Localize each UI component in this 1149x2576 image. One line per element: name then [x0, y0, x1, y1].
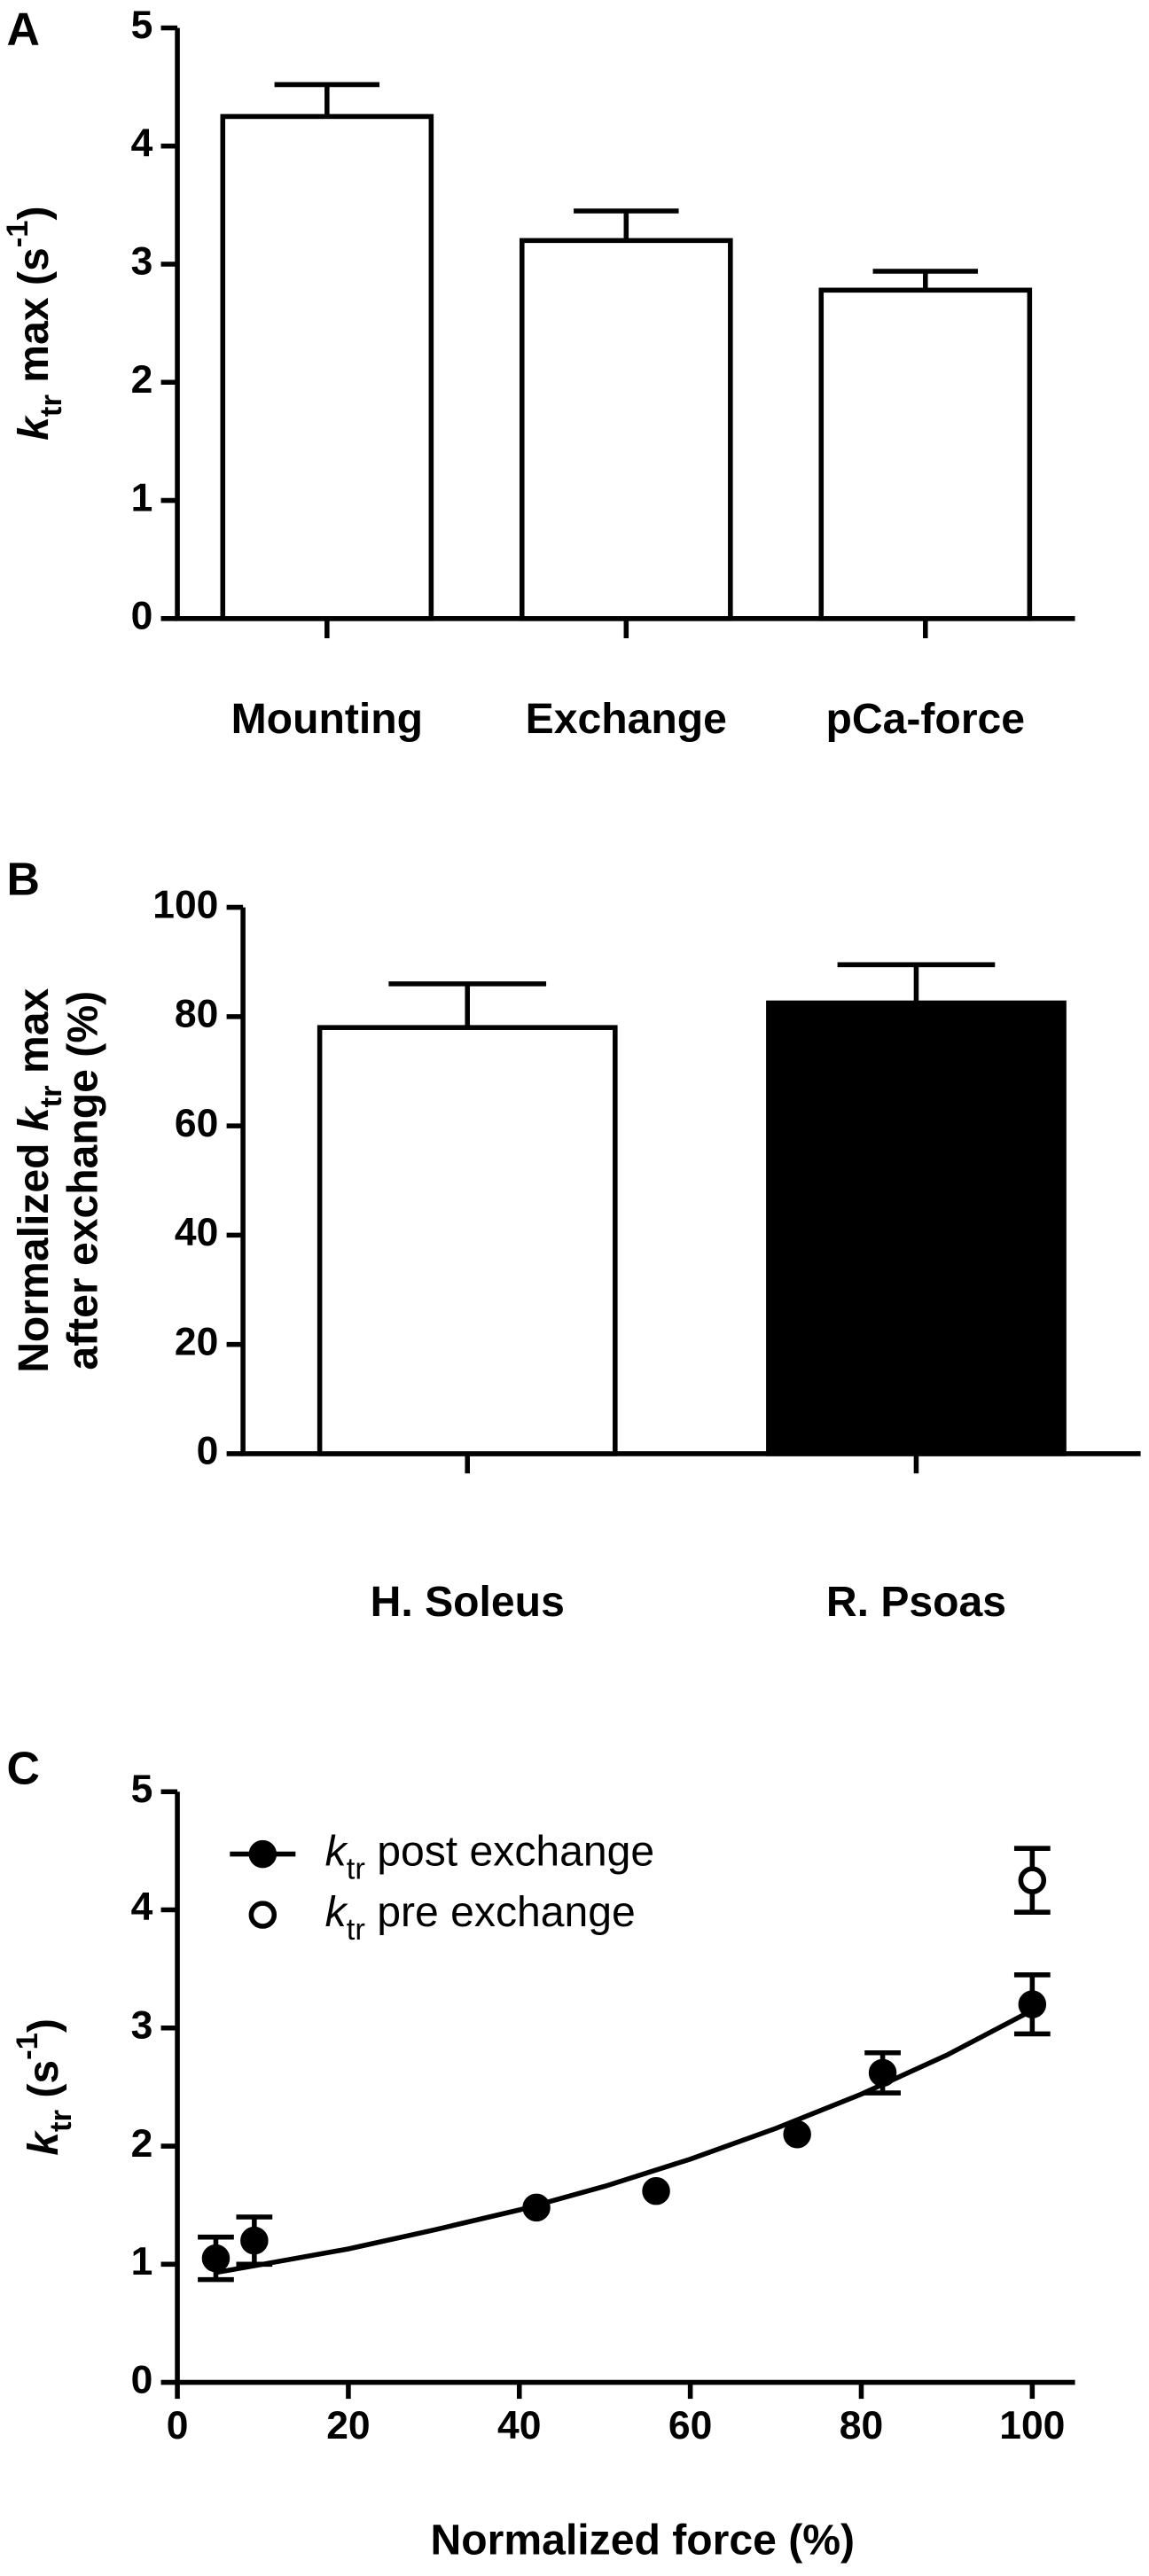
label-part: max [10, 987, 58, 1085]
bar [317, 1025, 618, 1456]
y-tick-label: 20 [175, 1320, 218, 1363]
point [1018, 1866, 1047, 1894]
x-tick-label: 20 [326, 2404, 370, 2447]
y-axis-label: ktr (s-1) [11, 2018, 78, 2156]
y-tick-label: 2 [131, 2122, 153, 2166]
point [783, 2119, 811, 2149]
x-tick-label: 80 [840, 2404, 883, 2447]
legend-label: ktr pre exchange [325, 1888, 636, 1947]
legend-marker [248, 1839, 277, 1869]
x-tick-label: H. Soleus [371, 1578, 565, 1626]
fit-line [215, 2008, 1034, 2275]
panel-letter: A [7, 4, 40, 55]
label-part: tr [44, 2110, 78, 2132]
x-tick-label: 40 [497, 2404, 541, 2447]
point [868, 2058, 897, 2088]
label-part: k [10, 415, 58, 441]
label-part: k [10, 1105, 58, 1131]
label-part: tr [35, 1085, 68, 1107]
label-part: ) [10, 206, 58, 220]
point [642, 2176, 670, 2205]
y-tick-label: 2 [131, 358, 153, 402]
point [240, 2226, 269, 2255]
label-part: pre exchange [365, 1888, 636, 1936]
y-tick-label: 3 [131, 2004, 153, 2048]
y-tick-label: 5 [131, 4, 153, 47]
bar [818, 287, 1033, 621]
panel-letter: B [7, 854, 40, 905]
label-part: tr [347, 1853, 365, 1886]
y-tick-label: 0 [197, 1430, 219, 1473]
y-tick-label: 40 [175, 1211, 218, 1254]
x-tick-label: 60 [668, 2404, 712, 2447]
y-tick-label: 5 [131, 1768, 153, 1811]
legend-marker [248, 1901, 277, 1929]
label-part: k [20, 2130, 67, 2156]
y-axis-label: Normalized ktr max [10, 987, 68, 1372]
label-part: tr [347, 1913, 365, 1947]
label-part: post exchange [365, 1827, 654, 1875]
x-axis-label: Normalized force (%) [431, 2517, 856, 2564]
x-tick-label: Exchange [526, 695, 727, 743]
label-part: (s [20, 2060, 67, 2110]
x-tick-label: 100 [999, 2404, 1065, 2447]
y-tick-label: 4 [131, 121, 153, 165]
label-part: after exchange (%) [59, 991, 106, 1370]
point [1018, 1990, 1047, 2018]
y-tick-label: 3 [131, 240, 153, 284]
x-tick-label: R. Psoas [826, 1578, 1006, 1626]
label-part: -1 [1, 220, 35, 247]
panel-letter: C [7, 1743, 40, 1794]
label-part: max (s [10, 247, 58, 394]
y-tick-label: 60 [175, 1102, 218, 1145]
y-tick-label: 100 [152, 883, 218, 926]
label-part: tr [35, 394, 68, 417]
x-tick-label: Mounting [231, 695, 423, 743]
point [522, 2193, 551, 2222]
y-tick-label: 0 [131, 2358, 153, 2401]
y-tick-label: 0 [131, 595, 153, 638]
label-part: Normalized [10, 1131, 58, 1373]
bar [519, 238, 733, 621]
bar [220, 113, 434, 621]
y-tick-label: 1 [131, 2240, 153, 2283]
y-tick-label: 80 [175, 993, 218, 1036]
y-axis-label: after exchange (%) [59, 991, 106, 1370]
label-part: k [325, 1827, 349, 1875]
x-tick-label: pCa-force [826, 695, 1026, 743]
point [201, 2244, 231, 2273]
x-tick-label: 0 [167, 2404, 189, 2447]
label-part: k [325, 1888, 349, 1936]
label-part: -1 [11, 2033, 44, 2060]
bar [766, 1000, 1067, 1456]
legend-label: ktr post exchange [325, 1827, 655, 1885]
label-part: ) [20, 2018, 67, 2033]
y-axis-label: ktr max (s-1) [1, 206, 68, 440]
y-tick-label: 1 [131, 476, 153, 519]
y-tick-label: 4 [131, 1885, 153, 1929]
